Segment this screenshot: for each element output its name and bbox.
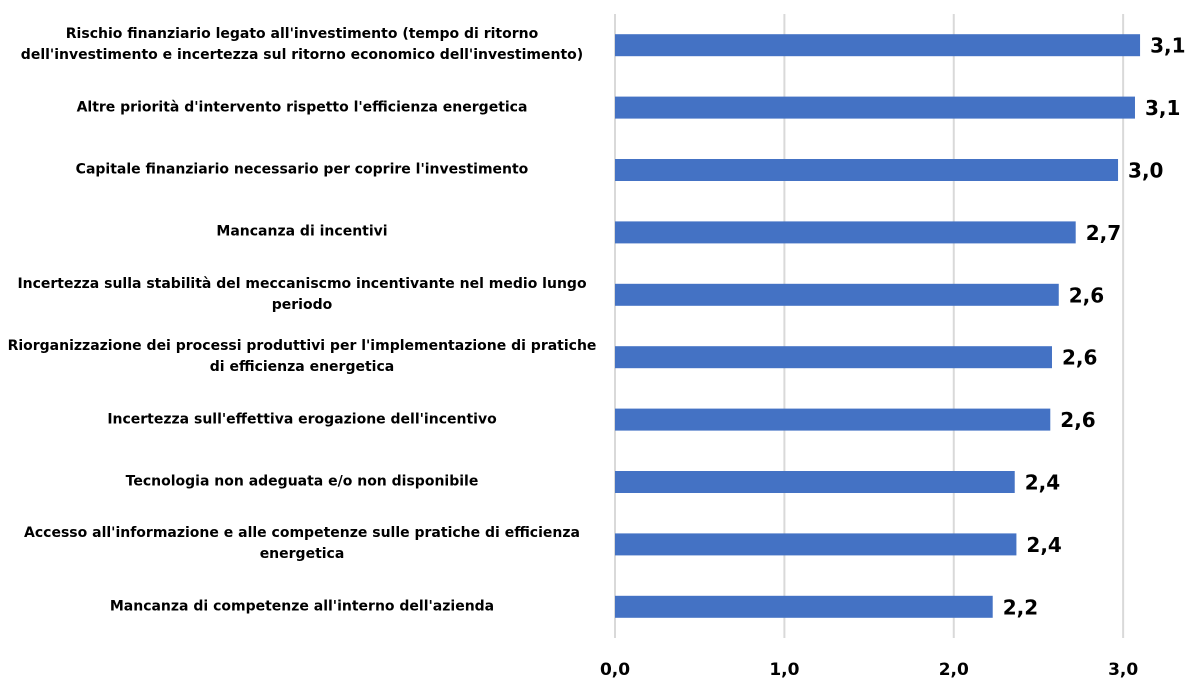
category-label: Rischio finanziario legato all'investime… xyxy=(20,26,584,64)
category-label: Mancanza di competenze all'interno dell'… xyxy=(109,598,495,615)
value-label: 2,7 xyxy=(1086,221,1121,245)
value-label: 2,4 xyxy=(1025,471,1060,495)
bar xyxy=(615,34,1141,57)
bar xyxy=(615,408,1051,431)
category-label: Incertezza sulla stabilità del meccanisc… xyxy=(17,275,587,313)
x-tick-label: 2,0 xyxy=(939,660,969,680)
bar xyxy=(615,159,1119,181)
value-label: 2,6 xyxy=(1069,283,1104,307)
x-tick-label: 0,0 xyxy=(600,660,630,680)
category-label: Altre priorità d'intervento rispetto l'e… xyxy=(76,99,528,116)
value-label: 2,6 xyxy=(1062,346,1097,370)
category-label: Capitale finanziario necessario per copr… xyxy=(75,161,529,178)
bar xyxy=(615,471,1015,493)
category-label: Mancanza di incentivi xyxy=(216,223,388,240)
bar xyxy=(615,96,1135,119)
bar xyxy=(615,346,1052,369)
value-label: 3,0 xyxy=(1128,159,1163,183)
bar xyxy=(615,533,1017,556)
bar xyxy=(615,283,1059,306)
x-tick-label: 1,0 xyxy=(769,660,799,680)
x-tick-label: 3,0 xyxy=(1108,660,1138,680)
category-label: Tecnologia non adeguata e/o non disponib… xyxy=(125,473,479,490)
value-label: 3,1 xyxy=(1150,34,1185,58)
value-label: 2,6 xyxy=(1060,408,1095,432)
category-label: Riorganizzazione dei processi produttivi… xyxy=(7,338,597,376)
value-label: 3,1 xyxy=(1145,96,1180,120)
value-label: 2,4 xyxy=(1026,533,1061,557)
bar xyxy=(615,595,993,618)
category-label: Accesso all'informazione e alle competen… xyxy=(24,525,580,563)
value-label: 2,2 xyxy=(1003,595,1038,619)
category-label: Incertezza sull'effettiva erogazione del… xyxy=(107,411,497,428)
bar xyxy=(615,221,1076,244)
